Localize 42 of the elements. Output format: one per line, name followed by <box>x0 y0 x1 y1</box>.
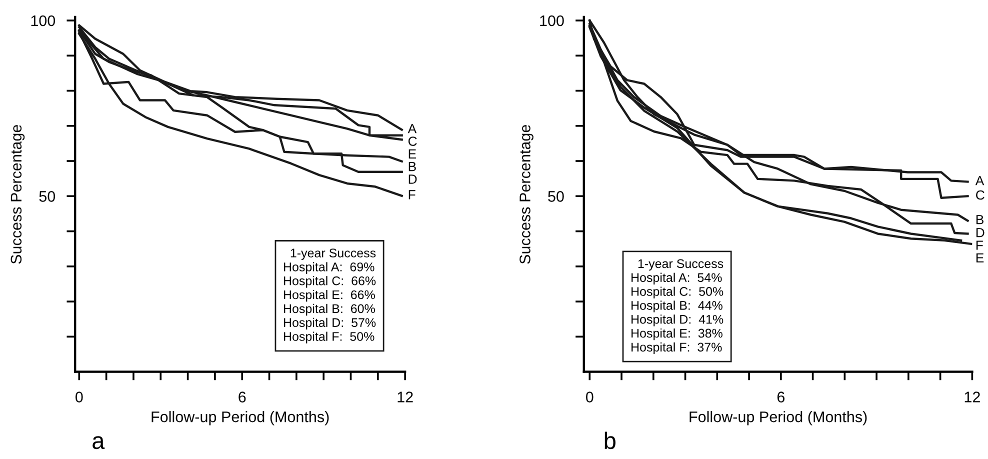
annotation: Hospital B: 44% <box>632 300 722 312</box>
annotation: Hospital F: 37% <box>632 342 722 354</box>
annotation: Hospital C: 66% <box>284 276 376 288</box>
y-axis-title: Success Percentage <box>520 125 534 264</box>
y-tick-label: 100 <box>540 15 564 26</box>
annotation: Hospital B: 60% <box>284 304 375 316</box>
annotation: Hospital F: 50% <box>284 332 374 344</box>
annotation: Hospital A: 54% <box>632 272 722 284</box>
annotation: 1-year Success <box>638 259 724 271</box>
x-tick-label: 12 <box>964 392 980 402</box>
annotation: Hospital E: 38% <box>632 328 722 340</box>
series-label: F <box>976 240 983 250</box>
annotation: Hospital D: 57% <box>284 318 376 330</box>
annotation: Hospital E: 66% <box>284 290 375 302</box>
text: b <box>604 432 616 450</box>
series-label: E <box>976 253 984 262</box>
text: a <box>92 436 105 450</box>
annotation: Hospital D: 41% <box>632 314 724 326</box>
series-label: A <box>975 176 984 186</box>
series-label: D <box>408 174 417 184</box>
y-tick-label: 50 <box>548 191 564 202</box>
x-tick-label: 0 <box>76 392 83 402</box>
series-label: C <box>408 136 417 146</box>
annotation: Hospital C: 50% <box>632 286 724 298</box>
y-tick-label: 50 <box>39 191 56 202</box>
x-tick-label: 12 <box>398 392 413 402</box>
x-axis-title: Follow-up Period (Months) <box>152 411 329 426</box>
series-label: E <box>408 149 416 158</box>
x-axis-title: Follow-up Period (Months) <box>690 411 867 426</box>
x-tick-label: 6 <box>238 392 246 402</box>
y-tick-label: 100 <box>31 15 56 26</box>
series-label: B <box>408 162 416 172</box>
x-tick-label: 6 <box>777 392 784 402</box>
series-label: D <box>976 228 984 238</box>
series-label: B <box>976 215 984 224</box>
annotation: 1-year Success <box>290 248 376 260</box>
series-label: A <box>408 124 417 134</box>
y-axis-title: Success Percentage <box>10 125 25 264</box>
annotation: Hospital A: 69% <box>284 262 374 274</box>
x-tick-label: 0 <box>586 392 594 402</box>
series-label: F <box>408 190 416 200</box>
series-label: C <box>976 190 984 200</box>
